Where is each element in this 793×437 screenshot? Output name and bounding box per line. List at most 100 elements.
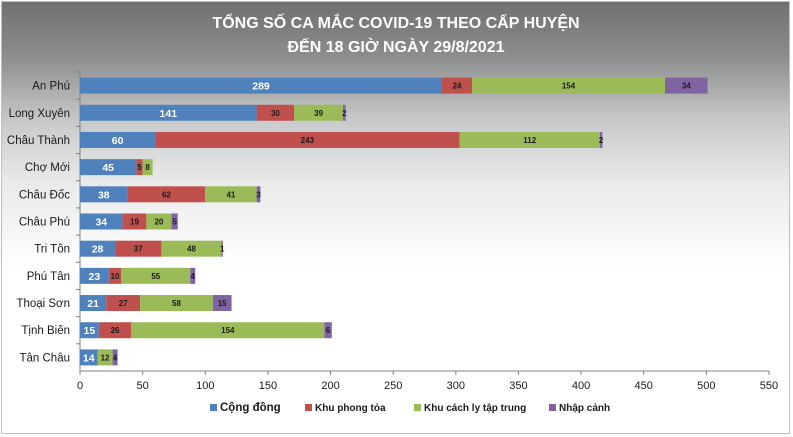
bar-segment	[205, 186, 257, 203]
bar-segment	[80, 240, 116, 257]
bar-segment	[80, 267, 109, 284]
bar-segment	[171, 213, 178, 230]
legend-entry: Khu phong tỏa	[315, 403, 386, 414]
category-label: Tân Châu	[19, 352, 70, 364]
chart-title: TỔNG SỐ CA MẮC COVID-19 THEO CẤP HUYỆN Đ…	[212, 12, 579, 56]
x-tick-label: 350	[509, 380, 527, 392]
data-label: 27	[119, 299, 128, 308]
x-tick-label: 200	[321, 380, 339, 392]
data-label: 24	[453, 82, 462, 91]
bar-segment	[140, 295, 213, 312]
bar-segment	[80, 104, 257, 121]
data-label: 1	[220, 245, 225, 254]
bar-segment	[80, 349, 98, 366]
x-tick-label: 550	[760, 380, 778, 392]
bar-segment	[136, 159, 143, 176]
legend-swatch	[305, 404, 312, 411]
legend-swatch	[549, 404, 556, 411]
bar-segment	[80, 213, 123, 230]
chart-title-line-1: TỔNG SỐ CA MẮC COVID-19 THEO CẤP HUYỆN	[212, 12, 579, 32]
x-tick-label: 250	[384, 380, 402, 392]
category-label: Châu Thành	[7, 135, 70, 147]
legend-entry: Khu cách ly tập trung	[424, 403, 526, 414]
data-label: 34	[95, 217, 107, 229]
legend: Cộng đồng Khu phong tỏa Khu cách ly tập tr…	[210, 402, 610, 414]
data-label: 14	[83, 352, 95, 364]
data-label: 8	[145, 163, 150, 172]
bar-segment	[80, 159, 137, 176]
bar-segment	[459, 131, 600, 148]
bar-segment	[112, 349, 118, 366]
data-label: 21	[87, 298, 99, 310]
data-label: 4	[191, 272, 196, 281]
bar-segment	[142, 159, 153, 176]
data-label: 30	[271, 109, 280, 118]
bar-segment	[161, 240, 222, 257]
bar-segment	[106, 295, 141, 312]
data-label: 15	[84, 325, 96, 337]
bar-segment	[108, 267, 122, 284]
bar-segment	[256, 186, 261, 203]
data-label: 62	[162, 190, 171, 199]
bar-segment	[155, 131, 460, 148]
data-label: 48	[187, 245, 196, 254]
data-label: 60	[112, 135, 124, 147]
legend-entry: Cộng đồng	[220, 402, 281, 414]
data-label: 154	[221, 326, 235, 335]
data-label: 3	[256, 190, 261, 199]
bar-segment	[122, 213, 147, 230]
bar-segment	[665, 77, 708, 94]
data-label: 34	[682, 82, 691, 91]
category-label: Thoại Sơn	[16, 298, 70, 310]
data-label: 55	[151, 272, 160, 281]
category-label: Tịnh Biên	[21, 325, 70, 337]
plot-area: 0 50 100 150 200 250 300 350 400 450 500 550 An Phú 2…	[7, 71, 778, 392]
data-label: 26	[111, 326, 120, 335]
data-label: 12	[101, 353, 110, 362]
bar-segment	[127, 186, 206, 203]
bar-segment	[80, 131, 156, 148]
bar-segment	[98, 322, 132, 339]
bar-segment	[131, 322, 325, 339]
bar-segment	[80, 322, 99, 339]
x-tick-label: 100	[196, 380, 214, 392]
chart-title-line-2: ĐẾN 18 GIỜ NGÀY 29/8/2021	[287, 37, 504, 56]
category-label: Chợ Mới	[25, 162, 70, 174]
category-label: An Phú	[32, 81, 70, 93]
data-label: 2	[342, 109, 347, 118]
bar-segment	[80, 295, 107, 312]
legend-entry: Nhập cảnh	[559, 403, 610, 414]
bar-segment	[121, 267, 191, 284]
bar-segment	[212, 295, 232, 312]
bar-segment	[80, 77, 443, 94]
category-label: Tri Tôn	[34, 244, 70, 256]
bar-segment	[80, 186, 128, 203]
data-label: 28	[92, 244, 104, 256]
data-label: 39	[314, 109, 323, 118]
bar-segment	[294, 104, 344, 121]
x-tick-label: 500	[697, 380, 715, 392]
x-tick-label: 150	[259, 380, 277, 392]
data-label: 20	[154, 218, 163, 227]
category-label: Châu Đốc	[19, 189, 70, 201]
data-label: 10	[111, 272, 120, 281]
data-label: 15	[218, 299, 227, 308]
data-label: 19	[130, 218, 139, 227]
x-tick-label: 400	[572, 380, 590, 392]
x-tick-label: 50	[137, 380, 149, 392]
data-label: 45	[102, 162, 114, 174]
legend-swatch	[414, 404, 421, 411]
data-label: 41	[226, 190, 235, 199]
bar-segment	[190, 267, 196, 284]
x-tick-label: 450	[635, 380, 653, 392]
legend-swatch	[210, 404, 217, 411]
category-label: Châu Phú	[19, 217, 70, 229]
category-label: Phú Tân	[27, 271, 70, 283]
data-label: 4	[113, 353, 118, 362]
data-label: 23	[89, 271, 101, 283]
data-label: 5	[172, 218, 177, 227]
data-label: 112	[523, 136, 536, 145]
bar-segment	[115, 240, 162, 257]
data-label: 141	[160, 108, 178, 120]
